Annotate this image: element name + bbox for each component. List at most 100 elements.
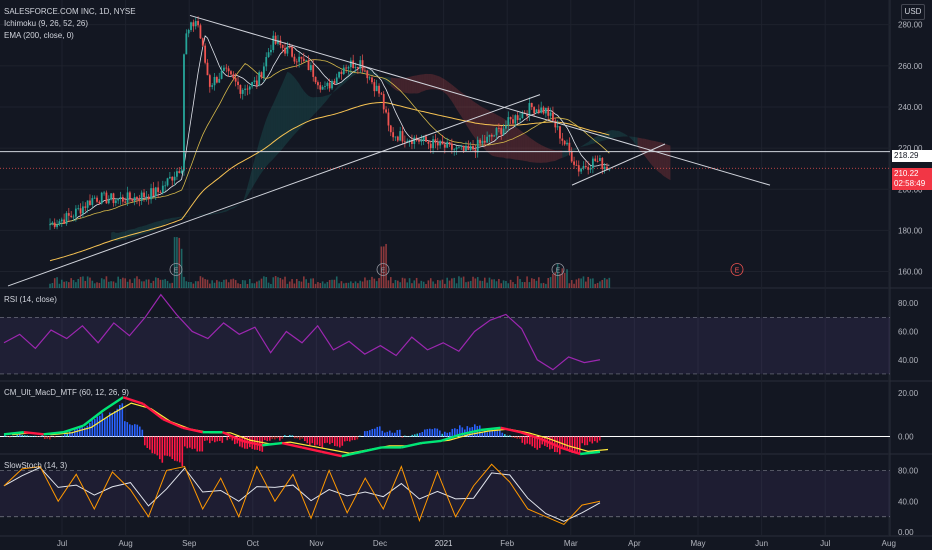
cloud-segment-red: [668, 144, 671, 181]
macd-hist-bar: [159, 436, 161, 460]
cloud-segment-red: [646, 139, 650, 162]
indicator-ema-label[interactable]: EMA (200, close, 0): [4, 31, 74, 40]
macd-hist-bar: [276, 436, 279, 439]
volume-bar: [488, 277, 491, 288]
volume-bar: [260, 278, 263, 288]
volume-bar: [516, 276, 519, 288]
volume-bar: [93, 283, 96, 288]
macd-hist-bar: [114, 411, 116, 437]
candle-body: [596, 161, 599, 162]
macd-hist-bar: [69, 431, 71, 437]
candle-body: [300, 56, 303, 59]
candle-body: [554, 120, 557, 128]
earnings-marker: [730, 263, 744, 276]
macd-line-segment: [63, 424, 84, 434]
macd-hist-bar: [266, 436, 269, 442]
volume-bar: [232, 278, 235, 288]
indicator-ichimoku-label[interactable]: Ichimoku (9, 26, 52, 26): [4, 19, 89, 28]
macd-hist-bar: [129, 424, 131, 437]
macd-hist-bar: [201, 436, 204, 452]
candle-body: [566, 142, 568, 145]
volume-bar: [204, 279, 206, 288]
volume-bar: [505, 280, 507, 288]
candle-body: [114, 200, 117, 204]
candle-body: [302, 58, 305, 62]
volume-bar: [84, 280, 87, 288]
candle-body: [103, 192, 105, 194]
macd-line-segment: [182, 426, 203, 434]
volume-bar: [549, 277, 552, 288]
candle-body: [124, 201, 127, 203]
macd-pane-label[interactable]: CM_Ult_MacD_MTF (60, 12, 26, 9): [4, 388, 129, 397]
macd-hist-bar: [311, 436, 314, 444]
volume-bar: [133, 278, 136, 288]
candle-body: [326, 82, 329, 87]
macd-hist-bar: [329, 436, 331, 445]
candle-body: [197, 21, 199, 26]
rsi-line: [3, 293, 601, 371]
macd-hist-bar: [181, 436, 184, 467]
candle-body: [389, 125, 392, 133]
currency-button[interactable]: USD: [901, 4, 925, 20]
volume-bar: [498, 278, 500, 288]
volume-bar: [307, 282, 310, 288]
volume-bar: [397, 280, 399, 288]
candle-body: [183, 54, 185, 171]
macd-hist-bar: [519, 436, 521, 439]
rsi-pane-label[interactable]: RSI (14, close): [4, 295, 57, 304]
candle-body: [77, 208, 80, 210]
cloud-segment-red: [444, 79, 448, 96]
macd-hist-bar: [511, 436, 514, 438]
volume-bar: [606, 279, 608, 288]
candle-body: [295, 61, 298, 63]
macd-hist-bar: [506, 435, 509, 437]
volume-bar: [117, 276, 119, 288]
volume-bar: [70, 278, 72, 288]
candle-body: [387, 112, 390, 126]
cloud-segment-red: [407, 76, 410, 94]
volume-bar: [465, 282, 467, 288]
cloud-segment-green: [223, 209, 227, 213]
price-tick-label: 180.00: [898, 226, 923, 235]
candle-body: [164, 185, 167, 187]
cloud-segment-green: [254, 150, 257, 185]
volume-bar: [589, 278, 592, 288]
volume-bar: [319, 283, 322, 288]
volume-bar: [138, 279, 141, 288]
cloud-segment-red: [653, 140, 657, 170]
candle-body: [65, 213, 68, 224]
cloud-segment-green: [139, 226, 142, 236]
macd-line-segment: [262, 441, 283, 447]
volume-bar: [256, 281, 258, 288]
macd-hist-bar: [334, 436, 336, 446]
candle-body: [526, 113, 528, 117]
candle-body: [392, 132, 395, 138]
volume-bar: [72, 280, 75, 288]
cloud-segment-red: [451, 84, 455, 106]
volume-bar: [446, 277, 448, 288]
candle-body: [82, 206, 84, 214]
candle-body: [91, 198, 94, 205]
candle-body: [239, 85, 242, 94]
macd-hist-bar: [29, 435, 31, 437]
macd-hist-bar: [281, 436, 284, 439]
cloud-segment-green: [188, 215, 192, 217]
macd-hist-bar: [9, 436, 11, 438]
volume-bar: [368, 279, 371, 288]
macd-hist-bar: [99, 415, 101, 437]
cloud-segment-green: [332, 90, 335, 94]
macd-hist-bar: [539, 436, 541, 448]
macd-hist-bar: [516, 436, 519, 439]
stoch-pane-label[interactable]: SlowStoch (14, 3): [4, 461, 68, 470]
volume-bar: [51, 282, 54, 288]
candle-body: [443, 144, 446, 148]
time-tick-label: Jul: [820, 539, 830, 548]
candle-body: [119, 197, 122, 199]
volume-bar: [178, 237, 181, 288]
volume-bar: [267, 282, 270, 288]
cloud-segment-green: [221, 210, 224, 213]
macd-hist-bar: [409, 435, 411, 437]
cloud-segment-red: [414, 75, 417, 94]
macd-hist-bar: [374, 428, 376, 437]
